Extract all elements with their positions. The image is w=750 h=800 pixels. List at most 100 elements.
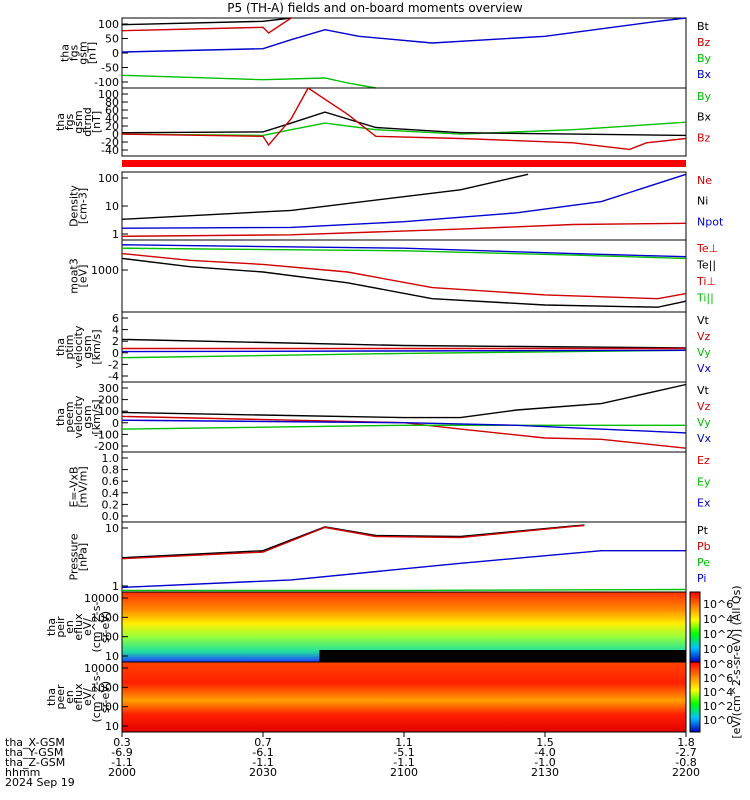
- colorbar-label: [eV/(cm^2-s-sr-eV)] (All Qs): [730, 585, 743, 738]
- y-tick-label: 1000: [91, 264, 119, 277]
- y-tick-label: -50: [101, 62, 119, 75]
- y-axis-label: [nT]: [90, 111, 103, 133]
- footer-value: 0.3: [113, 736, 131, 749]
- y-tick-label: 6: [112, 312, 119, 325]
- series-line-Ti||: [121, 247, 687, 260]
- series-line-By: [121, 121, 687, 137]
- y-tick-label: 0: [112, 417, 119, 430]
- footer-row-label: tha_Y-GSM: [5, 746, 63, 759]
- y-axis-label: fgs: [63, 113, 76, 130]
- footer-value: 1.1: [395, 736, 413, 749]
- chart-title: P5 (TH-A) fields and on-board moments ov…: [227, 1, 523, 15]
- legend-entry: Ti||: [696, 292, 714, 305]
- series-line-Vt: [121, 338, 687, 349]
- series-line-Npot: [121, 173, 687, 229]
- y-axis-label: tha: [54, 408, 67, 426]
- footer-row-label: hhmm: [5, 766, 40, 779]
- y-axis-label: tha: [59, 44, 72, 62]
- y-tick-label: 0.8: [102, 464, 120, 477]
- legend-entry: Ne: [697, 174, 712, 187]
- y-tick-label: 1: [112, 228, 119, 241]
- y-axis-label: gsm: [72, 110, 85, 133]
- footer-value: -1.1: [393, 756, 414, 769]
- legend-entry: Ni: [697, 195, 708, 208]
- legend-entry: Vz: [697, 400, 711, 413]
- legend-entry: By: [697, 52, 712, 65]
- y-tick-label: 100: [98, 18, 119, 31]
- footer-row-label: tha_Z-GSM: [5, 756, 65, 769]
- footer-value: -1.1: [252, 756, 273, 769]
- y-axis-label: fgs: [68, 44, 81, 61]
- y-axis-label: gsm: [81, 405, 94, 428]
- y-axis-label: tha: [45, 688, 58, 706]
- y-tick-label: 0: [112, 47, 119, 60]
- y-axis-label: [nT]: [86, 42, 99, 64]
- colorbar-tick: 10^0: [703, 643, 733, 656]
- heatmap-noflux-band: [319, 650, 686, 662]
- y-axis-label: (cm^2-s-: [90, 602, 103, 653]
- y-axis-label: Density: [68, 185, 81, 227]
- footer-value: 1.8: [677, 736, 695, 749]
- y-axis-label: [mV/m]: [77, 466, 90, 507]
- footer-value: 2000: [108, 766, 136, 779]
- footer-value: -6.1: [252, 746, 273, 759]
- y-axis-label: tha: [45, 618, 58, 636]
- y-axis-label: sr-eV): [99, 681, 112, 713]
- series-line-Ti⊥: [121, 244, 687, 258]
- y-tick-label: 1000: [91, 611, 119, 624]
- legend-entry: Bz: [697, 36, 711, 49]
- y-axis-label: [km/s]: [90, 399, 103, 434]
- y-axis-label: en: [63, 690, 76, 704]
- legend-entry: Te||: [696, 259, 716, 272]
- panel-frame-7: [121, 451, 687, 523]
- y-tick-label: 1: [112, 580, 119, 593]
- y-tick-label: 10: [105, 522, 119, 535]
- y-tick-label: 10000: [84, 592, 119, 605]
- y-tick-label: -100: [94, 428, 119, 441]
- heatmap-panel-10: [122, 662, 686, 732]
- panel-frame-2: [121, 87, 687, 157]
- y-tick-label: 100: [98, 88, 119, 101]
- panel-frame-8: [121, 521, 687, 593]
- series-line-Pi: [121, 550, 686, 589]
- y-axis-label: gsm: [81, 335, 94, 358]
- y-tick-label: 50: [105, 33, 119, 46]
- colorbar-tick: 10^6: [703, 598, 733, 611]
- legend-entry: Vt: [697, 384, 710, 397]
- y-tick-label: -20: [101, 136, 119, 149]
- legend-entry: Pi: [697, 572, 706, 585]
- y-axis-label: en: [63, 620, 76, 634]
- footer-value: -4.0: [534, 746, 555, 759]
- y-tick-label: 100: [98, 405, 119, 418]
- y-tick-label: 100: [98, 631, 119, 644]
- footer-value: -6.9: [111, 746, 132, 759]
- y-tick-label: -2: [108, 358, 119, 371]
- y-tick-label: 10: [105, 650, 119, 663]
- colorbar-tick: 10^2: [703, 700, 733, 713]
- legend-entry: Te⊥: [696, 242, 718, 255]
- footer-value: -0.8: [675, 756, 696, 769]
- footer-value: 2130: [531, 766, 559, 779]
- legend-entry: Bx: [697, 68, 712, 81]
- footer-row-label: tha_X-GSM: [5, 736, 65, 749]
- series-line-Pt: [121, 524, 585, 559]
- y-tick-label: 0: [112, 128, 119, 141]
- y-tick-label: 0.6: [102, 475, 120, 488]
- legend-entry: Vy: [697, 346, 711, 359]
- colorbar-tick: 10^4: [703, 686, 733, 699]
- y-tick-label: 100: [98, 701, 119, 714]
- legend-entry: Vt: [697, 314, 710, 327]
- y-tick-label: 80: [105, 96, 119, 109]
- legend-entry: Vz: [697, 330, 711, 343]
- y-tick-label: 1000: [91, 681, 119, 694]
- y-tick-label: 10000: [84, 662, 119, 675]
- series-line-Vx: [121, 419, 687, 434]
- legend-entry: Bx: [697, 111, 712, 124]
- series-line-Vt: [121, 383, 687, 419]
- y-axis-label: peem: [63, 401, 76, 432]
- heatmap-panel-9: [122, 592, 686, 662]
- y-tick-label: 40: [105, 112, 119, 125]
- y-tick-label: 0.2: [102, 498, 120, 511]
- y-axis-label: tha: [54, 113, 67, 131]
- footer-value: -2.7: [675, 746, 696, 759]
